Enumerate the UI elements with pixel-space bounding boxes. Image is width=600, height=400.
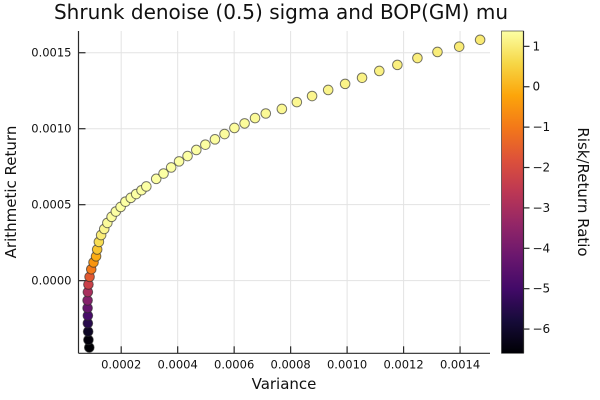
data-point [200,139,211,150]
colorbar-tick-label: −4 [533,241,551,255]
colorbar-bar [501,30,524,354]
colorbar-tick-label: −3 [533,201,551,215]
x-tick-label: 0.0002 [101,357,141,371]
colorbar-label: Risk/Return Ratio [574,127,592,256]
data-point [453,41,465,52]
data-point [158,168,169,179]
x-tick-label: 0.0004 [158,357,198,371]
axes-spines [77,31,490,354]
x-tick-label: 0.0012 [383,357,423,371]
x-tick-label: 0.0014 [440,357,480,371]
colorbar-tick-label: −5 [533,282,551,296]
colorbar-tick-label: −2 [533,161,551,175]
colorbar-tick-label: −6 [533,322,551,336]
data-point [392,59,403,71]
x-tick-label: 0.0006 [214,357,254,371]
colorbar-tick-label: 1 [533,39,541,53]
axis-tick-marks [78,52,461,354]
chart-title: Shrunk denoise (0.5) sigma and BOP(GM) m… [54,0,508,24]
data-point [374,65,385,77]
x-tick-label: 0.0010 [327,357,367,371]
data-point [432,46,443,58]
y-axis-label: Arithmetic Return [2,126,20,259]
data-point [356,72,368,84]
x-axis-label: Variance [252,375,317,393]
data-point [141,181,152,192]
y-tick-labels: 0.0000 0.0005 0.0010 0.0015 [31,46,71,288]
colorbar: 1 0 −1 −2 −3 −4 −5 −6 [501,30,551,354]
colorbar-tick-label: −1 [533,120,551,134]
x-tick-labels: 0.0002 0.0004 0.0006 0.0008 0.0010 0.0012 0.00… [101,357,480,371]
data-point [150,173,162,185]
data-point [276,103,288,115]
data-point [474,34,486,46]
data-point [412,52,423,64]
y-tick-label: 0.0015 [31,46,71,60]
colorbar-tick-label: 0 [533,80,541,94]
data-point [182,150,193,162]
grid-lines [78,31,490,354]
data-point [219,128,230,140]
data-point [322,84,334,96]
data-point [165,162,177,173]
data-point [249,112,261,124]
data-point [306,90,318,102]
y-tick-label: 0.0000 [31,274,71,288]
x-tick-label: 0.0008 [271,357,311,371]
y-tick-label: 0.0010 [31,122,71,136]
scatter-points [82,34,486,353]
data-point [209,134,221,145]
data-point [260,108,272,119]
data-point [239,118,250,129]
data-point [191,144,202,156]
data-point [291,96,303,108]
data-point [173,156,185,167]
data-point [339,78,351,90]
y-tick-label: 0.0005 [31,198,71,212]
data-point [229,122,240,134]
